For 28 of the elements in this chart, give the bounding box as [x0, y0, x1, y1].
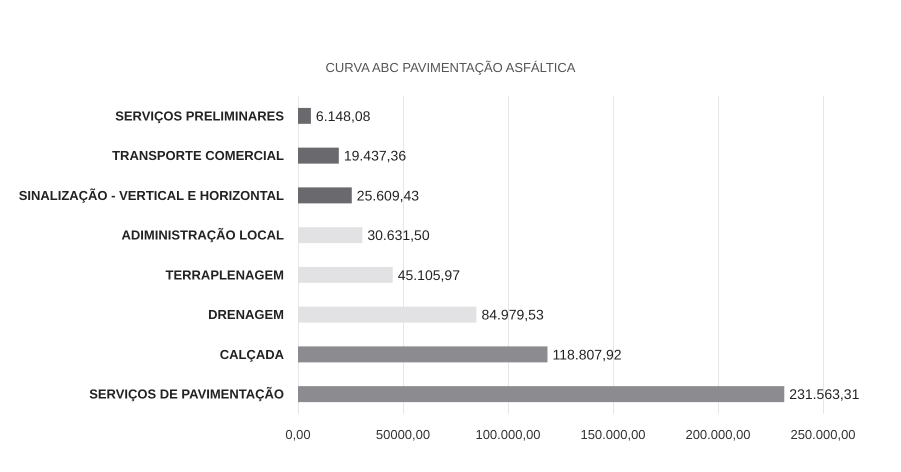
chart-title: CURVA ABC PAVIMENTAÇÃO ASFÁLTICA — [326, 60, 576, 75]
data-label: 118.807,92 — [552, 346, 622, 362]
x-tick-label: 100.000,00 — [475, 427, 541, 442]
x-tick-label: 150.000,00 — [580, 427, 646, 442]
y-tick-label: TERRAPLENAGEM — [166, 267, 284, 282]
data-label: 6.148,08 — [316, 108, 371, 124]
data-label: 19.437,36 — [344, 148, 406, 164]
bar — [298, 346, 548, 362]
data-label: 30.631,50 — [367, 227, 430, 244]
bar — [298, 386, 784, 402]
x-tick-label: 50000,00 — [376, 427, 430, 442]
y-tick-label: ADIMINISTRAÇÃO LOCAL — [122, 228, 284, 243]
x-tick-label: 250.000,00 — [790, 427, 856, 442]
x-tick-label: 200.000,00 — [685, 427, 751, 442]
y-tick-label: TRANSPORTE COMERCIAL — [112, 148, 284, 164]
data-label: 84.979,53 — [481, 306, 544, 323]
y-tick-label: SERVIÇOS PRELIMINARES — [115, 108, 284, 124]
bar — [298, 148, 339, 164]
y-tick-label: SERVIÇOS DE PAVIMENTAÇÃO — [89, 386, 284, 402]
bar — [298, 108, 311, 124]
data-label: 25.609,43 — [356, 187, 420, 204]
bar — [298, 187, 352, 204]
y-tick-label: CALÇADA — [220, 346, 285, 362]
data-label: 231.563,31 — [789, 386, 860, 402]
y-tick-label: SINALIZAÇÃO - VERTICAL E HORIZONTAL — [18, 188, 284, 203]
y-tick-label: DRENAGEM — [208, 307, 284, 322]
x-tick-label: 0,00 — [285, 427, 311, 442]
data-label: 45.105,97 — [398, 266, 460, 283]
